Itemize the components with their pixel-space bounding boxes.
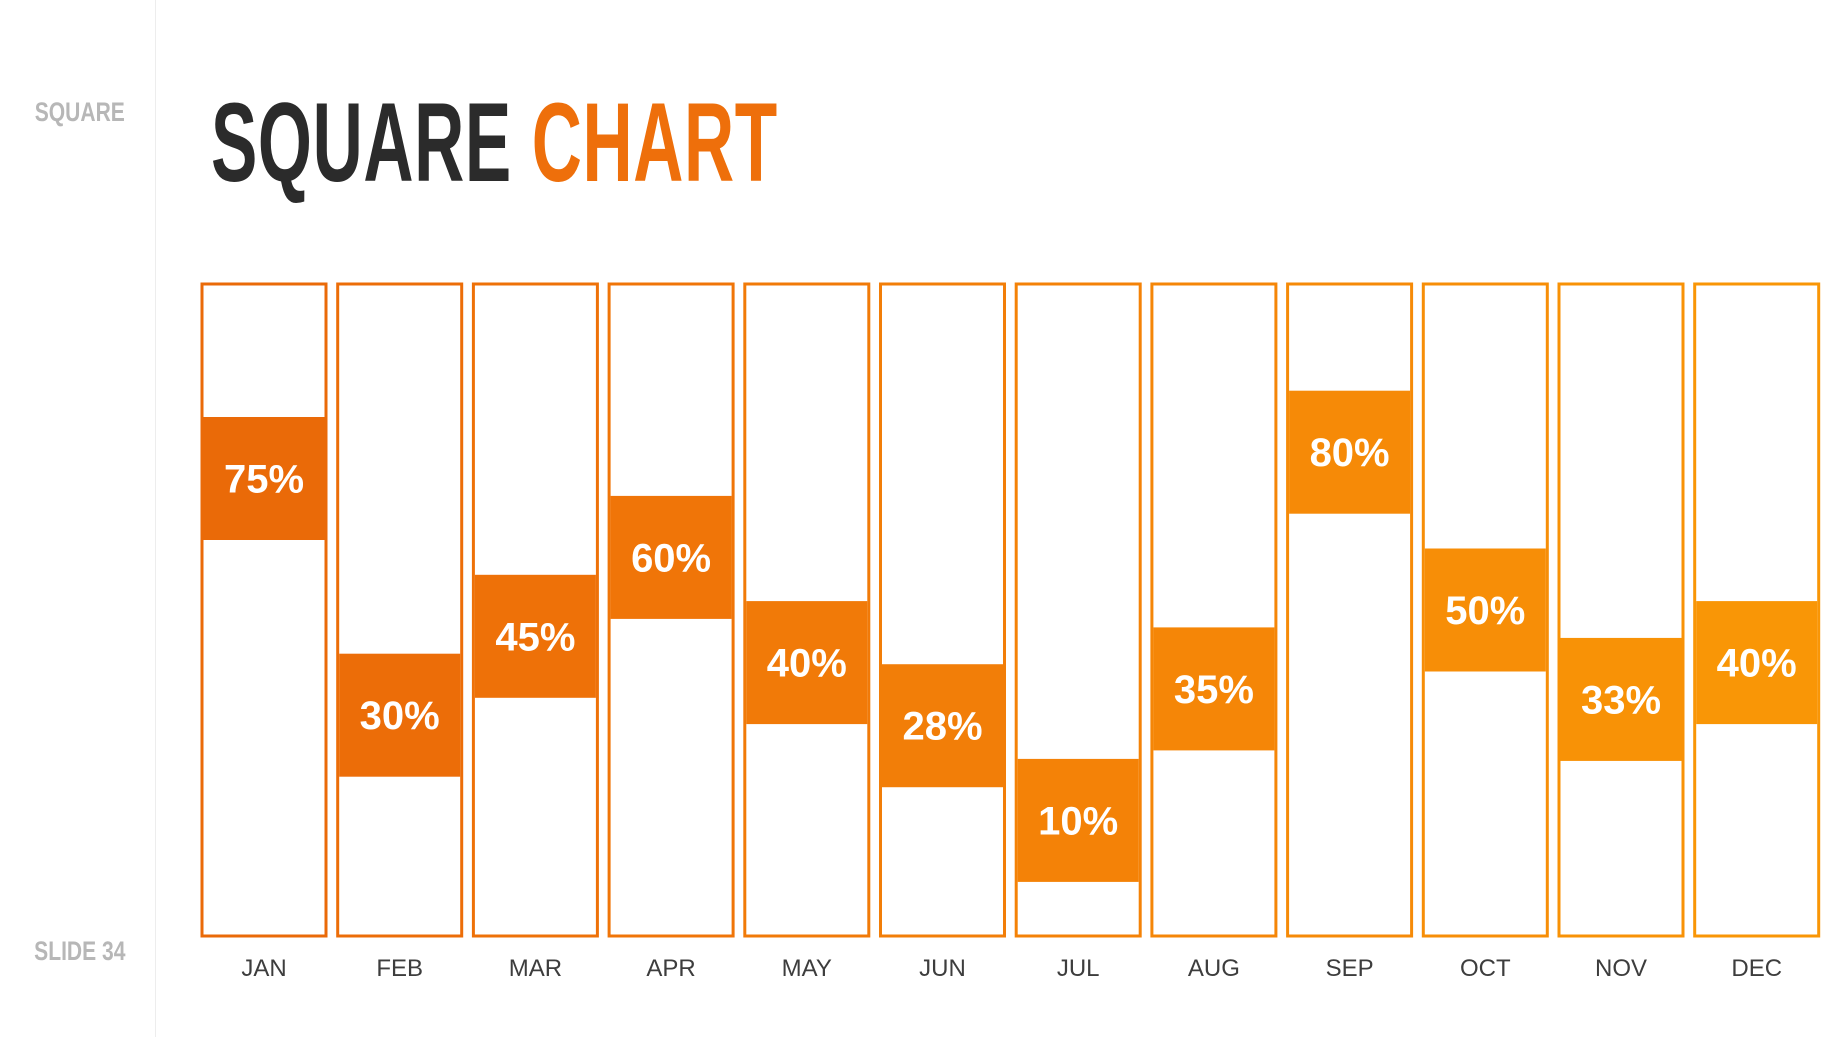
bar-value-block [1017,758,1139,882]
bar-column-outline [1286,282,1414,938]
bar-value-block [203,417,325,540]
bar-value-label: 80% [1310,431,1390,475]
bar-column-outline [336,282,464,938]
x-tick-label: DEC [1731,955,1782,982]
bar-value-label: 45% [495,615,575,659]
bar-value-label: 10% [1038,799,1118,843]
x-tick-label: JUN [919,955,966,982]
bar-value-block [474,574,596,698]
bar-value-label: 50% [1445,589,1525,633]
x-tick-label: SEP [1326,955,1374,982]
bar-column-outline [879,282,1006,938]
slide-number-label: SLIDE 34 [34,936,126,966]
bar-value-block [1424,548,1546,672]
x-tick-label: JAN [241,955,286,982]
x-tick-label: OCT [1460,955,1511,982]
sidebar-divider [155,0,156,1037]
bar-value-block [882,664,1003,788]
x-tick-label: AUG [1188,955,1240,982]
bar-value-label: 33% [1581,678,1661,722]
bar-value-label: 60% [631,536,711,580]
section-label: SQUARE [34,97,125,127]
bar-value-label: 75% [224,458,304,502]
bar-value-block [1289,390,1411,514]
bar-value-label: 40% [1717,642,1797,686]
bar-value-label: 35% [1174,668,1254,712]
x-tick-label: FEB [376,955,423,982]
bar-value-label: 40% [767,642,847,686]
title-accent-word: CHART [531,80,778,205]
x-tick-label: MAR [509,955,562,982]
title-dark-word: SQUARE [211,80,512,205]
bar-value-block [746,601,868,725]
bar-value-label: 30% [360,694,440,738]
x-tick-label: NOV [1595,955,1647,982]
bar-column-outline [1150,282,1278,938]
bar-value-block [610,495,732,619]
bar-value-block [339,653,461,777]
page-title: SQUARE CHART [211,82,778,204]
bar-column-outline [200,282,328,938]
x-tick-label: JUL [1057,955,1100,982]
bar-value-block [1696,601,1818,725]
bar-value-label: 28% [902,705,982,749]
bar-column-outline [1557,282,1685,938]
bar-value-block [1153,627,1275,751]
x-tick-label: MAY [782,955,832,982]
x-tick-label: APR [646,955,695,982]
bar-value-block [1560,637,1682,761]
